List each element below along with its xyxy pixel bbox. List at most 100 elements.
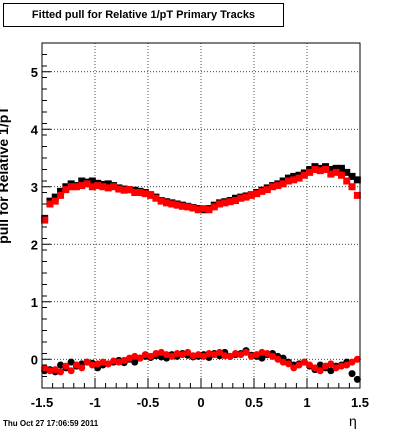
data-point xyxy=(332,168,340,176)
data-point xyxy=(41,216,49,224)
data-point xyxy=(258,348,266,356)
x-tick-label: -1.5 xyxy=(31,395,53,410)
data-point xyxy=(194,206,202,214)
data-point xyxy=(83,180,91,188)
data-point xyxy=(46,367,54,375)
data-point xyxy=(173,201,181,209)
data-point xyxy=(57,191,65,199)
data-point xyxy=(237,194,245,202)
data-point xyxy=(94,182,102,190)
data-point xyxy=(348,370,356,378)
data-point xyxy=(253,190,261,198)
data-point xyxy=(67,358,75,366)
data-point xyxy=(343,168,351,176)
data-point xyxy=(67,183,75,191)
timestamp-footer: Thu Oct 27 17:06:59 2011 xyxy=(3,419,99,428)
data-point xyxy=(157,197,165,205)
data-point xyxy=(269,183,277,191)
data-point xyxy=(332,164,340,172)
data-point xyxy=(274,182,282,190)
data-point xyxy=(136,189,144,196)
data-point xyxy=(337,362,345,370)
data-point xyxy=(41,364,49,372)
data-point xyxy=(306,361,314,369)
x-tick-label: 0 xyxy=(197,395,204,410)
data-point xyxy=(67,367,75,375)
x-axis-label: η xyxy=(349,413,357,429)
data-point xyxy=(184,348,192,356)
data-point xyxy=(343,361,351,369)
data-point xyxy=(258,187,266,195)
data-point xyxy=(300,171,308,179)
data-point xyxy=(51,193,59,201)
y-tick-label: 3 xyxy=(31,180,38,195)
data-point xyxy=(316,167,324,175)
data-point xyxy=(216,200,224,208)
data-point xyxy=(226,352,234,360)
data-point xyxy=(152,194,160,202)
data-point xyxy=(88,177,96,185)
y-tick-label: 1 xyxy=(31,295,38,310)
data-point xyxy=(322,362,330,370)
data-point xyxy=(263,350,271,357)
grid-lines xyxy=(42,43,360,388)
data-point xyxy=(284,177,292,185)
data-point xyxy=(125,186,133,194)
data-point xyxy=(131,189,139,196)
data-point xyxy=(78,182,86,190)
series-2 xyxy=(41,166,361,224)
data-point xyxy=(205,206,213,214)
data-point xyxy=(173,350,181,357)
series-4 xyxy=(41,348,361,376)
x-tick-label: 1.5 xyxy=(351,395,369,410)
data-point xyxy=(348,358,356,366)
y-tick-label: 2 xyxy=(31,237,38,252)
data-point xyxy=(152,350,160,357)
data-point xyxy=(221,199,229,207)
data-point xyxy=(337,171,345,179)
axes xyxy=(41,42,361,389)
data-point xyxy=(200,205,208,213)
data-point xyxy=(184,203,192,211)
data-point xyxy=(194,351,202,359)
data-point xyxy=(290,364,298,372)
data-point xyxy=(120,356,128,364)
data-point xyxy=(295,174,303,182)
data-point xyxy=(131,358,139,366)
data-point xyxy=(51,197,59,205)
data-point xyxy=(247,352,255,360)
data-point xyxy=(178,202,186,210)
data-point xyxy=(353,375,361,383)
data-point xyxy=(131,352,139,360)
data-point xyxy=(353,176,361,184)
data-point xyxy=(306,168,314,176)
chart-title: Fitted pull for Relative 1/pT Primary Tr… xyxy=(3,3,284,27)
data-point xyxy=(311,364,319,372)
data-point xyxy=(125,354,133,362)
data-point xyxy=(57,187,65,195)
data-point xyxy=(141,351,149,359)
data-point xyxy=(237,351,245,359)
data-point xyxy=(226,198,234,206)
data-point xyxy=(104,180,112,188)
data-point xyxy=(115,358,123,366)
data-point xyxy=(332,364,340,372)
data-point xyxy=(163,351,171,359)
data-point xyxy=(327,166,335,173)
data-point xyxy=(168,352,176,360)
data-point xyxy=(274,355,282,363)
data-point xyxy=(263,186,271,194)
data-point xyxy=(337,164,345,172)
data-point xyxy=(327,170,335,178)
data-point xyxy=(343,177,351,185)
data-point xyxy=(221,352,229,360)
data-point xyxy=(348,183,356,191)
data-point xyxy=(120,186,128,194)
data-point xyxy=(284,360,292,368)
data-point xyxy=(327,360,335,368)
data-point xyxy=(269,352,277,360)
data-point xyxy=(78,177,86,185)
x-tick-label: -1 xyxy=(89,395,101,410)
data-point xyxy=(99,358,107,366)
